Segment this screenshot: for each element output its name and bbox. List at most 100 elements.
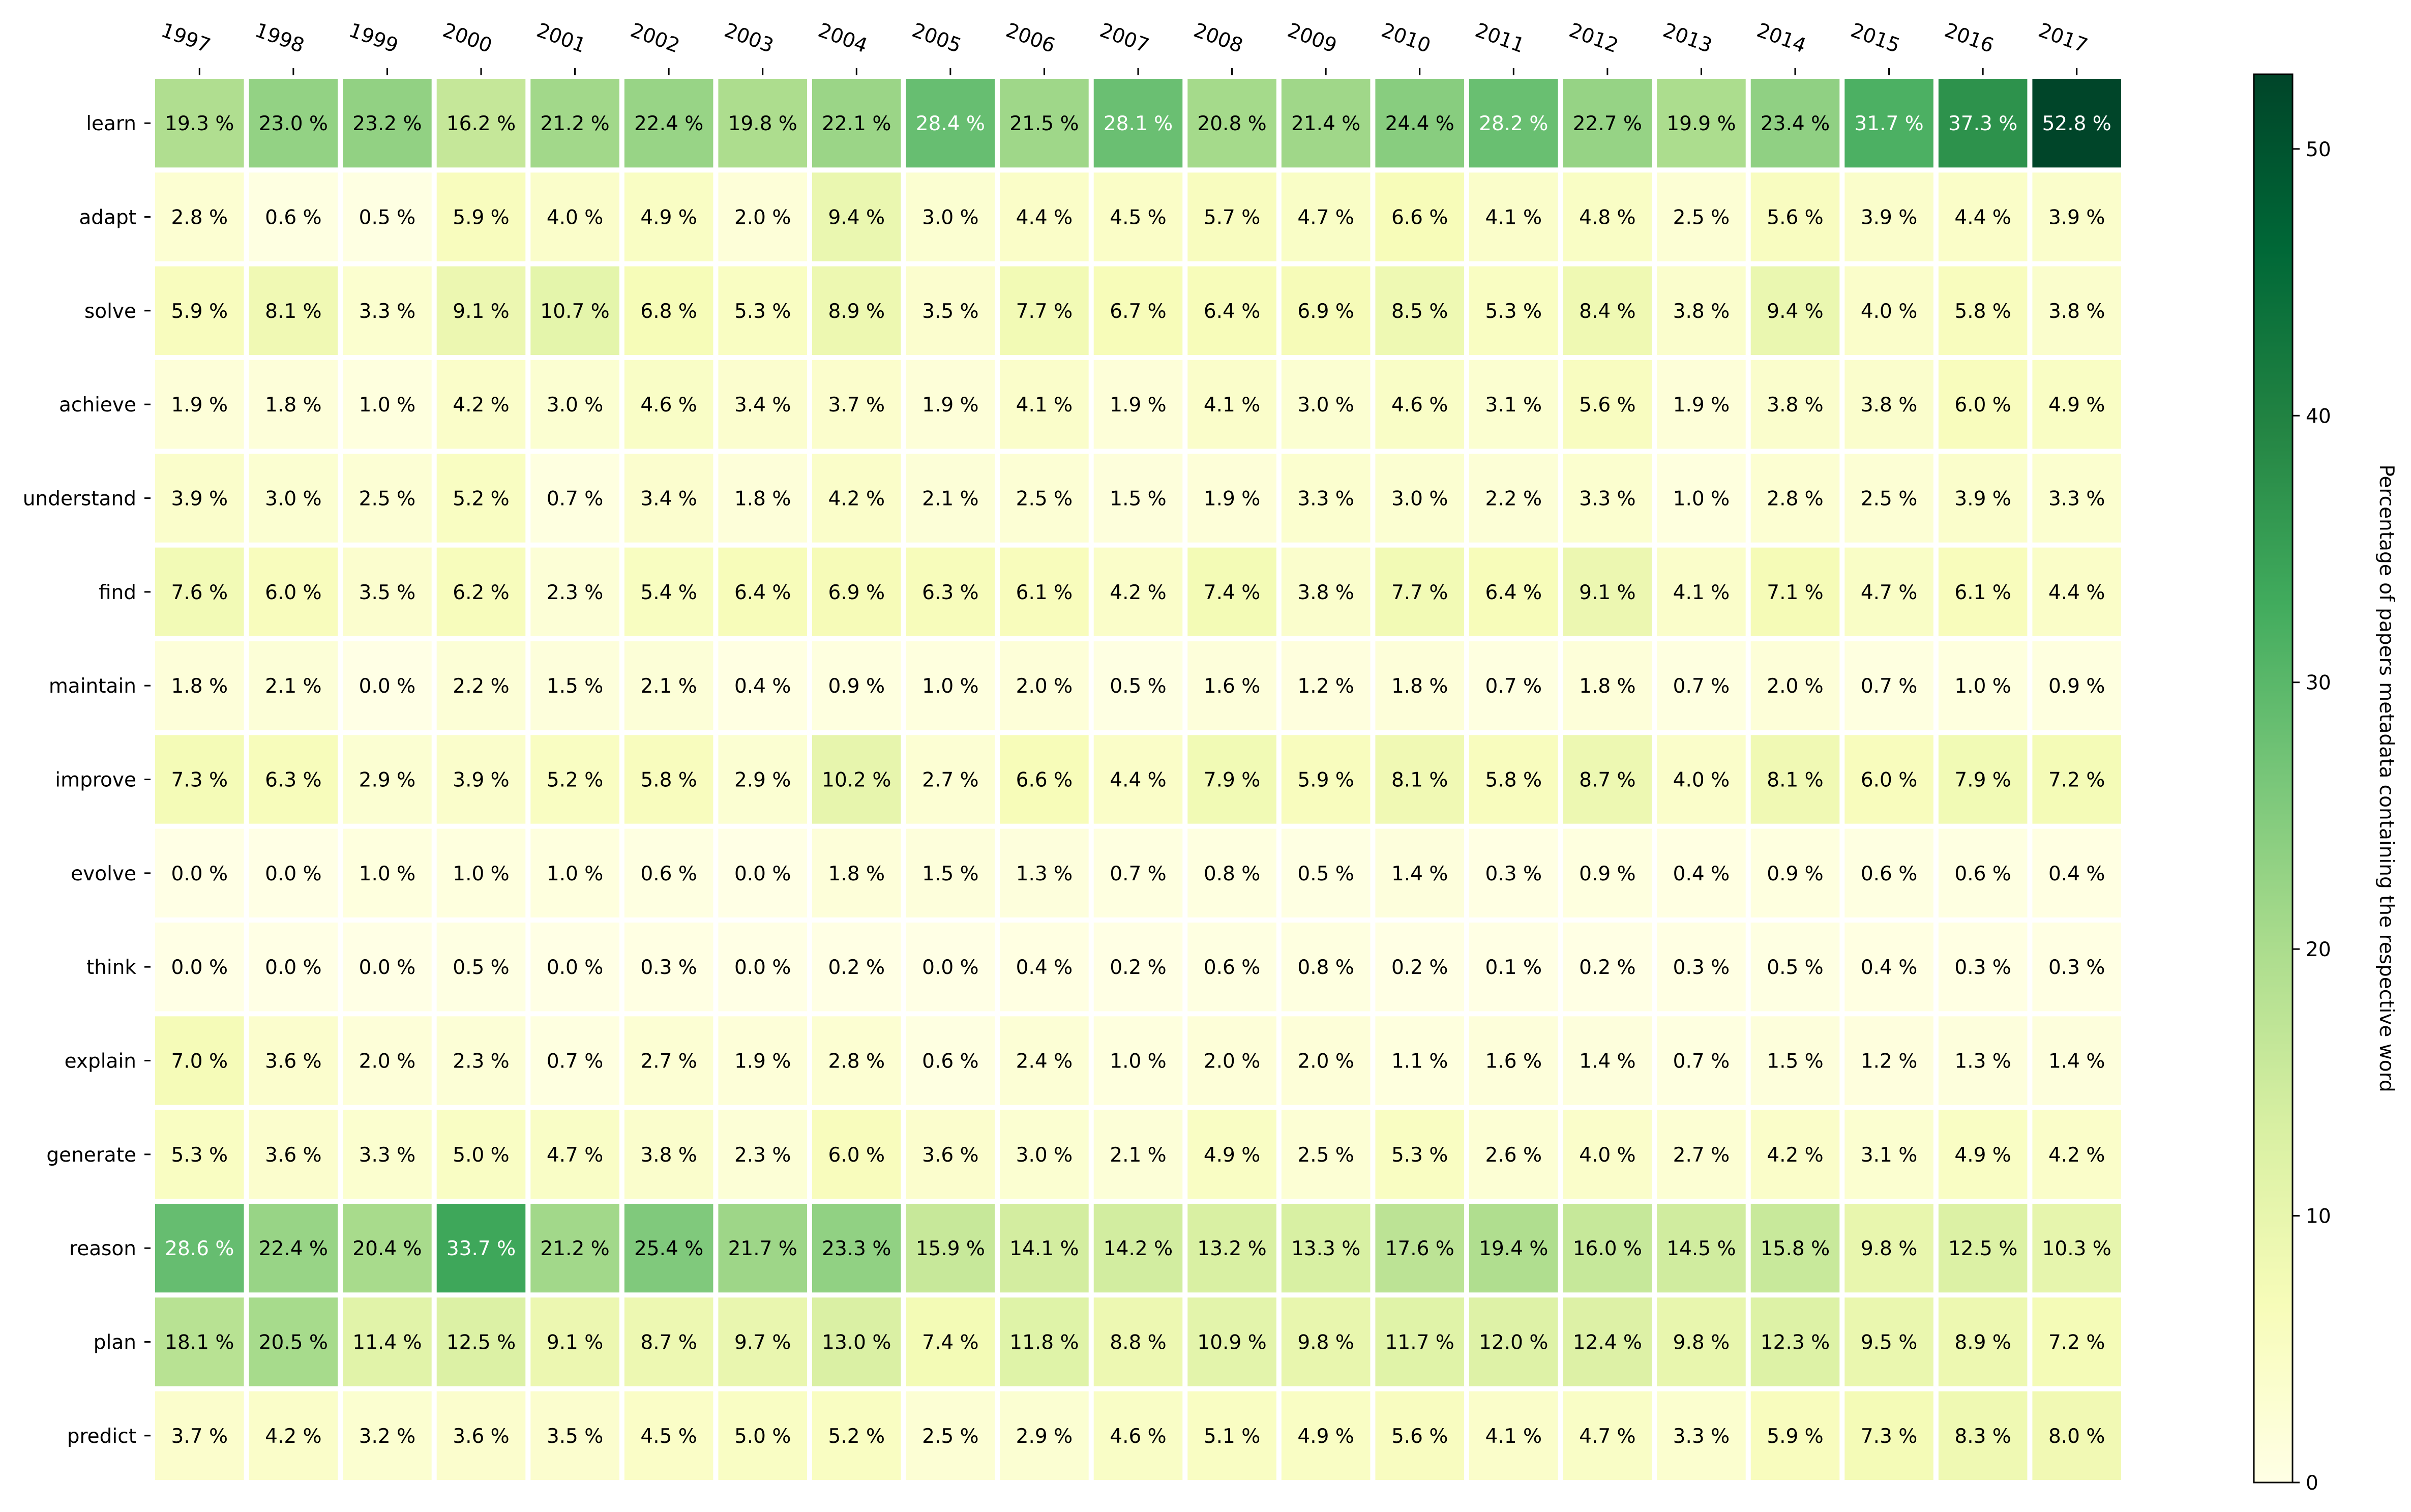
heatmap-cell [718, 1297, 807, 1386]
cell-value-label: 2.7 % [640, 1050, 697, 1073]
heatmap-cell [1000, 1110, 1089, 1199]
cell-value-label: 6.1 % [1016, 581, 1073, 604]
cell-value-label: 4.9 % [1204, 1144, 1260, 1167]
cell-value-label: 7.7 % [1391, 581, 1448, 604]
cell-value-label: 4.6 % [1391, 394, 1448, 417]
heatmap-cell [1000, 923, 1089, 1012]
heatmap-cell [530, 641, 619, 730]
cell-value-label: 0.6 % [922, 1050, 978, 1073]
heatmap-cell [2032, 641, 2121, 730]
row-label: adapt [79, 206, 136, 229]
cell-value-label: 4.2 % [2048, 1144, 2105, 1167]
heatmap-cell [812, 735, 901, 824]
cell-value-label: 4.2 % [1767, 1144, 1823, 1167]
cell-value-label: 1.3 % [1016, 863, 1073, 885]
cell-value-label: 0.3 % [1673, 956, 1730, 979]
colorbar-ticks: 0 10 20 30 40 50 [2293, 138, 2331, 1495]
heatmap-cell [1469, 923, 1558, 1012]
heatmap-cell [1187, 79, 1276, 168]
heatmap-cell [1657, 1391, 1746, 1480]
heatmap-cell [812, 360, 901, 449]
heatmap-cell [1469, 1297, 1558, 1386]
column-label: 2008 [1190, 19, 1246, 57]
cell-value-label: 6.8 % [640, 300, 697, 323]
cell-value-label: 8.8 % [1110, 1331, 1166, 1354]
heatmap-cell [718, 641, 807, 730]
column-label: 2015 [1848, 19, 1903, 57]
heatmap-cell [343, 79, 432, 168]
heatmap-cell [436, 641, 526, 730]
heatmap-cell [624, 735, 713, 824]
cell-value-label: 20.8 % [1197, 112, 1266, 135]
heatmap-cell [1563, 360, 1652, 449]
heatmap-cell [1844, 735, 1933, 824]
cell-value-label: 3.9 % [1954, 488, 2011, 511]
cell-value-label: 11.4 % [352, 1331, 422, 1354]
heatmap-cell [1000, 828, 1089, 917]
heatmap-cell [718, 547, 807, 636]
heatmap-cell [906, 1391, 995, 1480]
heatmap-cell [436, 360, 526, 449]
cell-value-label: 4.9 % [2048, 394, 2105, 417]
row-label: find [99, 581, 136, 604]
heatmap-cell [1563, 923, 1652, 1012]
heatmap-cell [1750, 454, 1840, 543]
heatmap-cell [906, 1204, 995, 1293]
cell-value-label: 0.0 % [359, 675, 415, 698]
colorbar-gradient [2253, 73, 2294, 1484]
row-label: reason [69, 1237, 136, 1260]
heatmap-cell [1093, 735, 1183, 824]
heatmap-cell [624, 454, 713, 543]
heatmap-cell [1657, 1204, 1746, 1293]
cell-value-label: 0.7 % [1861, 675, 1917, 698]
cell-value-label: 1.0 % [1954, 675, 2011, 698]
cell-value-label: 6.9 % [828, 581, 885, 604]
heatmap-cell [1093, 1016, 1183, 1105]
heatmap-cell [155, 641, 244, 730]
cell-value-label: 3.6 % [453, 1425, 509, 1448]
cell-value-label: 2.5 % [1016, 488, 1073, 511]
heatmap-cell [1375, 79, 1464, 168]
cell-value-label: 4.4 % [1016, 206, 1073, 229]
heatmap-cell [1187, 266, 1276, 355]
colorbar-tick-label: 50 [2306, 138, 2331, 161]
cell-value-label: 3.5 % [547, 1425, 603, 1448]
heatmap-cell [1281, 454, 1371, 543]
column-label: 1997 [158, 19, 214, 57]
cell-value-label: 0.0 % [171, 956, 228, 979]
cell-value-label: 3.3 % [359, 300, 415, 323]
cell-value-label: 19.4 % [1479, 1237, 1548, 1260]
heatmap-cell [249, 360, 338, 449]
heatmap-cell [1000, 79, 1089, 168]
cell-value-label: 6.4 % [734, 581, 791, 604]
heatmap-cell [906, 735, 995, 824]
cell-value-label: 2.3 % [547, 581, 603, 604]
cell-value-label: 0.7 % [1673, 1050, 1730, 1073]
cell-value-label: 3.2 % [359, 1425, 415, 1448]
heatmap-cell [1469, 454, 1558, 543]
cell-value-label: 10.2 % [822, 769, 891, 792]
cell-value-label: 0.3 % [1485, 863, 1542, 885]
cell-value-label: 5.8 % [1954, 300, 2011, 323]
colorbar: 0 10 20 30 40 50 Percentage of papers metadat… [2253, 73, 2398, 1495]
cell-value-label: 0.6 % [1861, 863, 1917, 885]
cell-value-label: 4.7 % [1297, 206, 1354, 229]
cell-value-label: 2.2 % [453, 675, 509, 698]
heatmap-cell [718, 454, 807, 543]
heatmap-cell [1000, 641, 1089, 730]
cell-value-label: 23.0 % [259, 112, 328, 135]
cell-value-label: 0.5 % [1297, 863, 1354, 885]
column-label: 2004 [815, 19, 871, 57]
cell-value-label: 37.3 % [1948, 112, 2017, 135]
cell-value-label: 3.0 % [1297, 394, 1354, 417]
heatmap-cell [1093, 923, 1183, 1012]
heatmap-cell [1563, 1391, 1652, 1480]
heatmap-cell [1938, 454, 2028, 543]
cell-value-label: 5.9 % [453, 206, 509, 229]
heatmap-cell [343, 1016, 432, 1105]
heatmap-cell [812, 828, 901, 917]
row-label: solve [84, 300, 136, 323]
cell-value-label: 0.2 % [1391, 956, 1448, 979]
cell-value-label: 2.6 % [1485, 1144, 1542, 1167]
cell-value-label: 1.4 % [1391, 863, 1448, 885]
